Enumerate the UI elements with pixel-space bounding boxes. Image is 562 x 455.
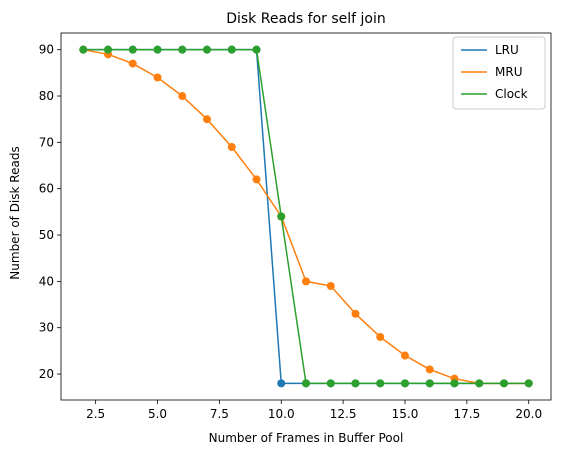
data-point-mru bbox=[128, 59, 137, 68]
plot-area: 2.5 5.0 7.5 10.0 12.5 15.0 17.5 20.0 20 30 40 50 60 7… bbox=[39, 32, 552, 421]
data-point-mru bbox=[227, 142, 236, 151]
axes-frame bbox=[60, 32, 552, 401]
data-point-clock bbox=[425, 379, 434, 388]
x-tick-label: 2.5 bbox=[86, 407, 105, 421]
data-point-clock bbox=[475, 379, 484, 388]
x-tick-label: 7.5 bbox=[210, 407, 229, 421]
y-tick-label: 60 bbox=[39, 182, 54, 196]
y-tick-label: 20 bbox=[39, 367, 54, 381]
y-axis-label: Number of Disk Reads bbox=[8, 146, 22, 279]
data-point-clock bbox=[178, 45, 187, 54]
data-point-mru bbox=[252, 175, 261, 184]
data-point-clock bbox=[302, 379, 310, 388]
data-point-clock bbox=[203, 45, 212, 54]
data-point-mru bbox=[425, 365, 434, 374]
legend-label-lru: LRU bbox=[495, 43, 519, 57]
y-tick-label: 40 bbox=[39, 274, 54, 288]
y-tick-label: 80 bbox=[39, 89, 54, 103]
y-tick-label: 70 bbox=[39, 135, 54, 149]
data-point-clock bbox=[400, 379, 409, 388]
data-point-clock bbox=[499, 379, 508, 388]
data-point-clock bbox=[227, 45, 236, 54]
x-tick-label: 17.5 bbox=[453, 407, 480, 421]
legend-box bbox=[452, 36, 546, 110]
x-axis-label: Number of Frames in Buffer Pool bbox=[209, 431, 404, 445]
data-point-clock bbox=[277, 212, 286, 221]
data-point-mru bbox=[178, 92, 187, 101]
data-point-clock bbox=[79, 45, 88, 54]
legend-label-clock: Clock bbox=[495, 87, 528, 101]
x-tick-label: 5.0 bbox=[148, 407, 167, 421]
data-point-clock bbox=[104, 45, 113, 54]
data-point-mru bbox=[153, 73, 162, 82]
data-point-clock bbox=[326, 379, 335, 388]
y-tick-label: 50 bbox=[39, 228, 54, 242]
x-tick-label: 10.0 bbox=[268, 407, 295, 421]
legend-label-mru: MRU bbox=[495, 65, 522, 79]
data-point-clock bbox=[351, 379, 360, 388]
data-point-mru bbox=[302, 277, 310, 286]
data-point-clock bbox=[376, 379, 385, 388]
y-tick-label: 90 bbox=[39, 43, 54, 57]
chart-title: Disk Reads for self join bbox=[226, 11, 386, 27]
data-point-mru bbox=[326, 282, 335, 291]
data-point-mru bbox=[376, 332, 385, 341]
x-tick-label: 20.0 bbox=[515, 407, 542, 421]
data-point-mru bbox=[400, 351, 409, 360]
x-tick-label: 12.5 bbox=[330, 407, 357, 421]
x-tick-label: 15.0 bbox=[392, 407, 419, 421]
data-point-clock bbox=[450, 379, 459, 388]
y-tick-label: 30 bbox=[39, 321, 54, 335]
data-point-clock bbox=[524, 379, 533, 388]
data-point-mru bbox=[351, 309, 360, 318]
data-point-mru bbox=[203, 115, 212, 124]
data-point-clock bbox=[128, 45, 137, 54]
data-point-clock bbox=[153, 45, 162, 54]
data-point-clock bbox=[252, 45, 261, 54]
data-point-lru bbox=[277, 379, 286, 388]
legend: LRU MRU Clock bbox=[452, 36, 546, 110]
